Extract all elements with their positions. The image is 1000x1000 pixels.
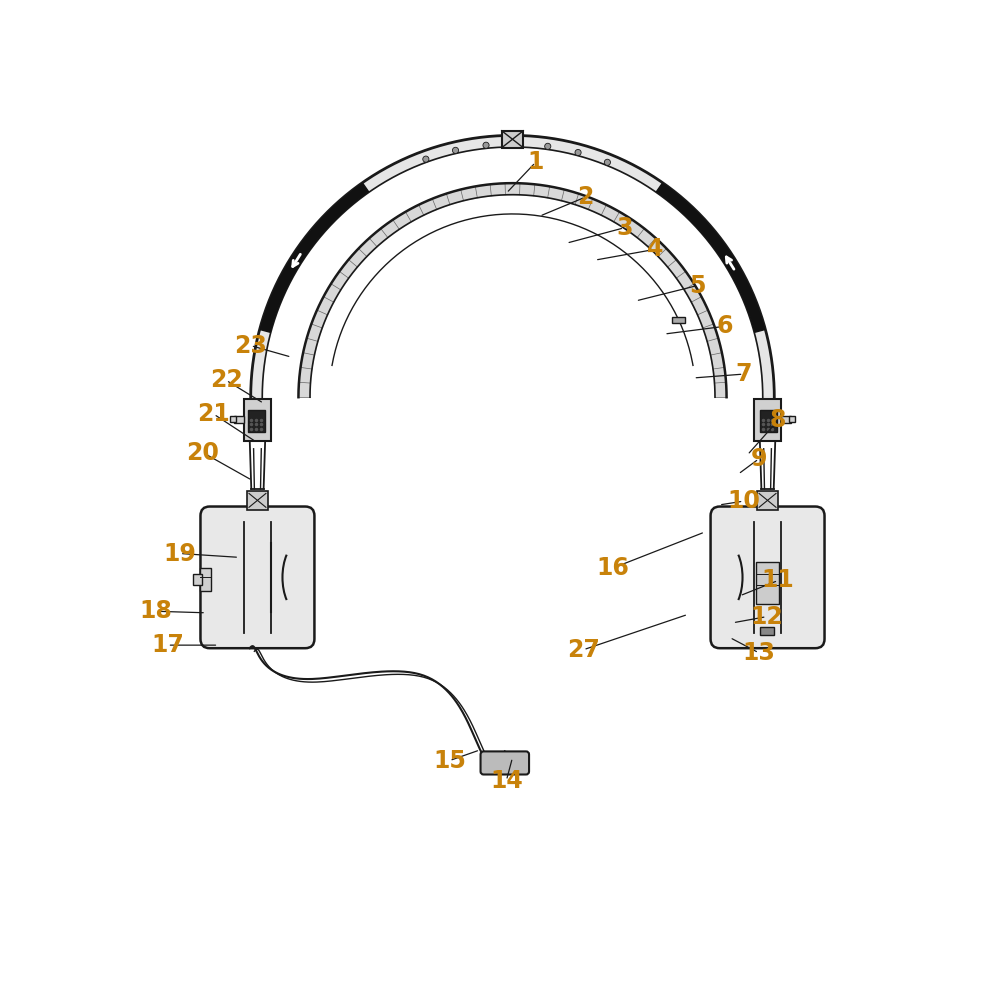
Bar: [502, 131, 523, 148]
Text: 2: 2: [577, 185, 594, 209]
Bar: [789, 416, 795, 422]
Bar: [672, 317, 685, 323]
Text: 11: 11: [762, 568, 795, 592]
Bar: [247, 491, 268, 510]
FancyBboxPatch shape: [481, 751, 529, 774]
Circle shape: [604, 159, 610, 165]
Text: 20: 20: [187, 441, 219, 465]
Bar: [781, 416, 791, 423]
Circle shape: [514, 141, 520, 147]
Bar: [244, 399, 271, 441]
Text: 15: 15: [433, 749, 466, 773]
Text: 21: 21: [197, 402, 230, 426]
Polygon shape: [260, 183, 369, 332]
Text: 5: 5: [689, 274, 706, 298]
Polygon shape: [251, 135, 774, 397]
Bar: [248, 410, 265, 432]
Text: 27: 27: [567, 638, 600, 662]
Bar: [200, 568, 211, 591]
Text: 18: 18: [140, 599, 172, 623]
Circle shape: [545, 143, 551, 149]
Circle shape: [423, 156, 429, 162]
Bar: [193, 574, 202, 585]
Text: 6: 6: [716, 314, 732, 338]
Text: 14: 14: [490, 769, 523, 793]
Text: 19: 19: [163, 542, 196, 566]
Polygon shape: [298, 183, 727, 397]
Text: 23: 23: [234, 334, 267, 358]
Polygon shape: [656, 183, 765, 332]
Text: 4: 4: [647, 237, 663, 261]
Bar: [754, 399, 781, 441]
FancyBboxPatch shape: [711, 507, 825, 648]
Circle shape: [483, 142, 489, 148]
Text: 12: 12: [750, 605, 783, 629]
Text: 9: 9: [751, 447, 767, 471]
Text: 16: 16: [596, 556, 629, 580]
Text: 17: 17: [151, 633, 184, 657]
Bar: [234, 416, 244, 423]
Bar: [230, 416, 236, 422]
Bar: [760, 627, 774, 635]
Text: 3: 3: [616, 216, 632, 240]
Text: 10: 10: [727, 489, 760, 513]
Circle shape: [452, 147, 459, 153]
Bar: [756, 562, 779, 604]
Bar: [757, 491, 778, 510]
Text: 8: 8: [770, 408, 786, 432]
Circle shape: [575, 149, 581, 156]
Text: 13: 13: [742, 641, 775, 665]
FancyBboxPatch shape: [200, 507, 314, 648]
Bar: [760, 410, 777, 432]
Text: 1: 1: [527, 150, 544, 174]
Text: 22: 22: [210, 368, 242, 392]
Text: 7: 7: [735, 362, 752, 386]
